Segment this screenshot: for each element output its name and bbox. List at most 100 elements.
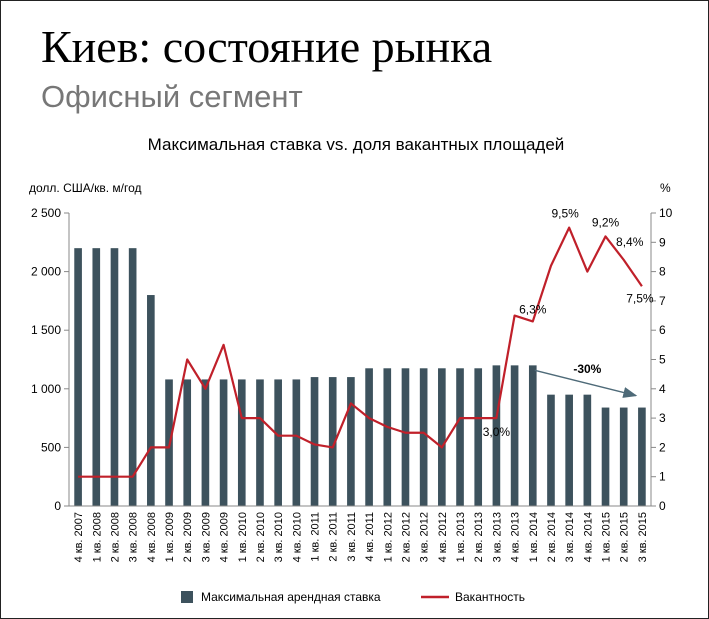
category-label: 3 кв. 2015 — [637, 512, 649, 562]
legend-bar-label: Максимальная арендная ставка — [201, 590, 381, 604]
right-tick-label: 4 — [659, 382, 666, 396]
rate-bar — [565, 394, 573, 506]
rate-bar — [510, 365, 519, 506]
rate-bar — [147, 295, 155, 506]
right-tick-label: 3 — [659, 411, 666, 425]
category-label: 1 кв. 2015 — [601, 512, 613, 562]
category-label: 4 кв. 2009 — [219, 512, 231, 562]
rate-bar — [292, 379, 301, 506]
rate-bar — [638, 407, 646, 506]
rate-bar — [328, 377, 337, 506]
category-label: 1 кв. 2013 — [455, 512, 467, 562]
vacancy-data-label: 6,3% — [519, 302, 547, 316]
vacancy-data-label: 3,0% — [483, 425, 511, 439]
vacancy-line-group — [78, 226, 643, 478]
rate-bar — [347, 377, 355, 506]
rate-bar — [438, 368, 446, 506]
right-tick-label: 10 — [659, 206, 673, 220]
right-tick-label: 1 — [659, 470, 666, 484]
category-label: 2 кв. 2010 — [255, 512, 267, 562]
rate-bar — [92, 248, 101, 506]
slide-subtitle: Офисный сегмент — [41, 79, 303, 114]
left-tick-label: 2 000 — [31, 265, 61, 279]
legend-line-label: Вакантность — [455, 590, 525, 604]
category-label: 3 кв. 2008 — [128, 512, 140, 562]
category-label: 1 кв. 2012 — [382, 512, 394, 562]
right-tick-label: 8 — [659, 265, 666, 279]
category-label: 4 кв. 2007 — [73, 512, 85, 562]
rate-bar — [547, 394, 555, 506]
category-label: 3 кв. 2012 — [419, 512, 431, 562]
category-label: 4 кв. 2011 — [364, 512, 376, 562]
rate-bar — [474, 368, 483, 506]
category-label: 1 кв. 2014 — [528, 512, 540, 562]
left-tick-label: 1 500 — [31, 323, 61, 337]
left-tick-label: 500 — [41, 440, 61, 454]
rate-bars — [69, 248, 651, 507]
rate-bar — [383, 368, 392, 506]
category-label: 2 кв. 2011 — [328, 512, 340, 562]
vacancy-data-label: 8,4% — [616, 235, 644, 249]
category-label: 3 кв. 2011 — [346, 512, 358, 562]
right-tick-label: 5 — [659, 353, 666, 367]
category-labels: 4 кв. 2007 1 кв. 2008 2 кв. 2008 3 кв. 2008… — [73, 512, 649, 562]
category-label: 1 кв. 2011 — [310, 512, 322, 562]
rate-bar — [110, 248, 119, 506]
left-tick-label: 1 000 — [31, 382, 61, 396]
rate-bar — [365, 368, 373, 506]
right-tick-label: 0 — [659, 499, 666, 513]
legend: Максимальная арендная ставка Вакантность — [181, 590, 525, 604]
category-label: 4 кв. 2014 — [582, 512, 594, 562]
rate-bar — [583, 394, 592, 506]
left-axis-label: долл. США/кв. м/год — [29, 181, 142, 195]
rate-bar — [183, 379, 192, 506]
slide-title: Киев: состояние рынка — [41, 21, 493, 72]
right-tick-label: 7 — [659, 294, 666, 308]
legend-bar-swatch — [181, 591, 193, 603]
category-label: 4 кв. 2013 — [510, 512, 522, 562]
category-label: 2 кв. 2013 — [473, 512, 485, 562]
rate-bar — [456, 368, 464, 506]
decline-arrow — [534, 369, 638, 398]
category-label: 4 кв. 2008 — [146, 512, 158, 562]
category-label: 1 кв. 2008 — [91, 512, 103, 562]
rate-bar — [419, 368, 428, 506]
rate-bar — [310, 377, 319, 506]
rate-bar — [74, 248, 82, 506]
left-tick-label: 2 500 — [31, 206, 61, 220]
rate-bar — [274, 379, 282, 506]
category-label: 1 кв. 2009 — [164, 512, 176, 562]
category-label: 2 кв. 2012 — [400, 512, 412, 562]
rate-bar — [201, 379, 210, 506]
vacancy-data-label: 9,5% — [551, 207, 579, 221]
category-label: 2 кв. 2008 — [109, 512, 121, 562]
vacancy-data-labels: 3,0% 6,3% 9,5% 9,2% 8,4% 7,5% — [483, 207, 654, 439]
rate-bar — [219, 379, 228, 506]
vacancy-data-label: 7,5% — [626, 291, 654, 305]
chart-title: Максимальная ставка vs. доля вакантных п… — [148, 135, 565, 154]
decline-annotation: -30% — [534, 362, 638, 398]
category-label: 4 кв. 2010 — [291, 512, 303, 562]
vacancy-line — [78, 226, 643, 478]
rate-bar — [128, 248, 137, 506]
rate-bar — [528, 365, 537, 506]
category-label: 2 кв. 2009 — [182, 512, 194, 562]
category-label: 3 кв. 2013 — [491, 512, 503, 562]
right-tick-label: 6 — [659, 323, 666, 337]
left-axis: 0 500 1 000 1 500 2 000 2 500 — [31, 206, 70, 513]
decline-label: -30% — [573, 362, 601, 376]
rate-bar — [256, 379, 264, 506]
right-tick-label: 9 — [659, 235, 666, 249]
vacancy-data-label: 9,2% — [592, 215, 620, 229]
category-label: 1 кв. 2010 — [237, 512, 249, 562]
left-tick-label: 0 — [54, 499, 61, 513]
category-label: 2 кв. 2015 — [619, 512, 631, 562]
category-label: 3 кв. 2009 — [200, 512, 212, 562]
rate-bar — [492, 365, 501, 506]
category-label: 3 кв. 2010 — [273, 512, 285, 562]
rate-bar — [619, 407, 628, 506]
rate-bar — [601, 407, 610, 506]
right-axis: 0 1 2 3 4 5 6 7 8 9 10 — [650, 206, 673, 513]
